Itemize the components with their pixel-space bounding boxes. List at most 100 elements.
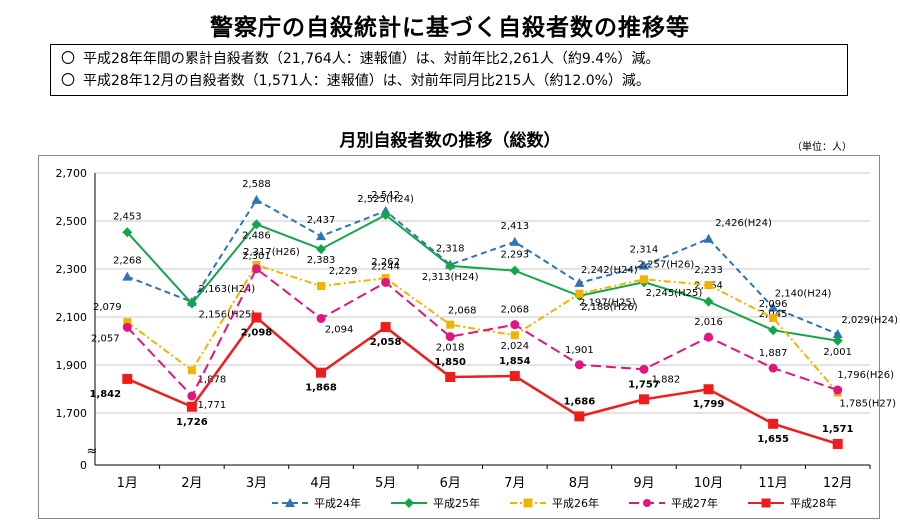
data-label: 1,785(H27) — [839, 399, 896, 410]
series-line-平成27年 — [126, 267, 839, 398]
y-tick-label: 2,700 — [56, 167, 88, 180]
data-point — [704, 281, 713, 290]
data-point — [186, 401, 197, 412]
data-point — [768, 325, 779, 336]
data-label: 2,140(H24) — [775, 288, 832, 299]
data-point — [704, 332, 714, 342]
data-point — [833, 385, 843, 395]
data-label: 1,842 — [89, 389, 121, 400]
data-point — [316, 313, 326, 323]
legend-label: 平成27年 — [671, 497, 718, 510]
data-point — [187, 391, 197, 401]
data-point — [123, 318, 132, 327]
data-point — [251, 194, 262, 204]
x-tick-label: 6月 — [440, 476, 461, 491]
data-label: 1,882 — [652, 374, 681, 385]
legend-swatch-icon — [629, 499, 665, 507]
series-line-平成25年 — [126, 213, 838, 342]
data-label: 2,293 — [500, 250, 529, 261]
data-label: 1,850 — [434, 357, 466, 368]
summary-note-1: 〇平成28年年間の累計自殺者数（21,764人：速報値）は、対前年比2,261人… — [61, 48, 837, 70]
series-line-平成28年 — [126, 315, 839, 446]
data-label: 2,244 — [371, 261, 400, 272]
data-point — [509, 371, 520, 382]
data-label: 2,197(H25) — [579, 298, 636, 309]
data-label: 2,437 — [307, 215, 336, 226]
data-label: 1,901 — [565, 345, 594, 356]
data-point — [317, 282, 326, 291]
circle-bullet-icon: 〇 — [61, 51, 75, 67]
data-label: 2,018 — [436, 343, 465, 354]
data-point — [186, 298, 197, 309]
data-point — [509, 236, 520, 246]
data-label: 2,413 — [500, 221, 529, 232]
data-label: 2,079 — [93, 302, 122, 313]
data-label: 2,098 — [241, 327, 273, 338]
data-point — [832, 329, 843, 339]
data-point — [445, 372, 456, 382]
data-label: 2,057 — [91, 333, 120, 344]
data-label: 2,426(H24) — [715, 218, 772, 229]
data-point — [316, 231, 327, 241]
x-tick-label: 5月 — [375, 476, 396, 491]
y-tick-label: 1,700 — [56, 407, 88, 420]
x-tick-label: 7月 — [504, 476, 525, 491]
legend-item: 平成26年 — [508, 495, 599, 511]
data-label: 1,571 — [822, 424, 854, 435]
data-label: 2,096 — [759, 299, 788, 310]
data-label: 1,854 — [499, 356, 531, 367]
data-label: 2,317(H26) — [243, 247, 300, 258]
data-point — [639, 275, 648, 284]
series-line-平成24年 — [126, 198, 839, 335]
data-label: 2,242(H24) — [581, 265, 638, 276]
legend-swatch-icon — [272, 498, 308, 507]
legend-label: 平成28年 — [790, 497, 837, 510]
data-point — [251, 312, 262, 323]
x-tick-label: 8月 — [569, 476, 590, 491]
data-point — [832, 335, 843, 346]
data-label: 2,001 — [823, 347, 852, 358]
data-label: 2,588 — [242, 179, 271, 190]
data-label: 2,068 — [500, 305, 529, 316]
data-point — [639, 364, 649, 374]
y-tick-label: 2,300 — [56, 263, 88, 276]
data-point — [445, 332, 455, 342]
data-point — [638, 394, 649, 405]
data-point — [380, 210, 391, 220]
x-tick-label: 2月 — [181, 476, 202, 491]
data-label: 2,313(H24) — [422, 272, 479, 283]
data-label: 2,029(H24) — [841, 315, 898, 326]
data-point — [122, 227, 133, 238]
data-point — [703, 233, 714, 243]
data-point — [510, 320, 520, 330]
data-label: 2,058 — [370, 337, 402, 348]
data-label: 2,245(H25) — [646, 288, 703, 299]
data-point — [122, 373, 133, 384]
x-tick-label: 10月 — [694, 476, 724, 491]
summary-note-2: 〇平成28年12月の自殺者数（1,571人：速報値）は、対前年同月比215人（約… — [61, 70, 837, 92]
data-label: 2,024 — [500, 341, 529, 352]
x-tick-label: 1月 — [117, 476, 138, 491]
data-point — [574, 411, 585, 422]
data-point — [316, 244, 327, 255]
summary-notes-box: 〇平成28年年間の累計自殺者数（21,764人：速報値）は、対前年比2,261人… — [50, 44, 848, 96]
legend-item: 平成27年 — [627, 495, 718, 511]
y-tick-label: 2,100 — [56, 311, 88, 324]
data-label: 1,686 — [564, 396, 596, 407]
data-label: 2,257(H26) — [638, 259, 695, 270]
data-label: 1,757 — [628, 379, 660, 390]
data-label: 2,163(H24) — [199, 284, 256, 295]
data-point — [768, 302, 779, 312]
chart-legend: 平成24年 平成25年 平成26年 平成27年 平成28年 — [270, 495, 837, 511]
data-label: 1,771 — [198, 400, 227, 411]
data-label: 2,314 — [630, 245, 659, 256]
data-point — [445, 260, 456, 271]
data-point — [381, 277, 391, 287]
data-label: 2,268 — [113, 256, 142, 267]
x-tick-label: 3月 — [246, 476, 267, 491]
data-label: 2,068 — [448, 306, 477, 317]
data-point — [768, 418, 779, 429]
data-label: 1,799 — [693, 399, 725, 410]
data-point — [574, 277, 585, 287]
